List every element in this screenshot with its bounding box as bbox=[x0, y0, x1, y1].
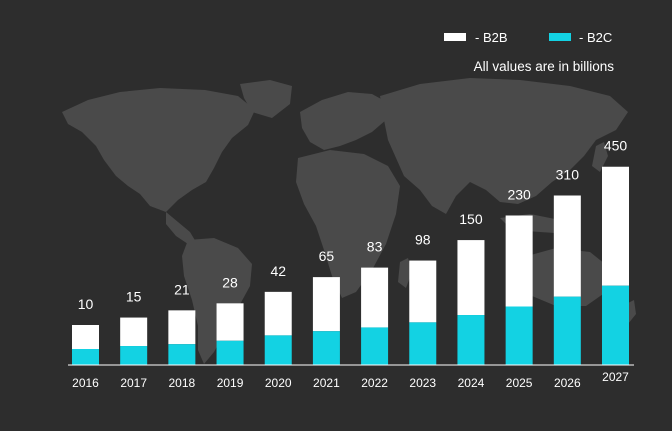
bar-b2c-2023 bbox=[409, 322, 437, 365]
units-note: All values are in billions bbox=[474, 59, 615, 74]
legend-swatch-b2b bbox=[444, 33, 466, 41]
value-label-2021: 65 bbox=[319, 248, 335, 264]
value-label-2018: 21 bbox=[174, 281, 190, 297]
bar-b2c-2018 bbox=[168, 344, 196, 365]
x-tick-label-2025: 2025 bbox=[506, 376, 533, 390]
bar-b2b-2016 bbox=[72, 325, 99, 349]
bar-b2b-2022 bbox=[361, 267, 389, 328]
africa-shape bbox=[296, 150, 400, 298]
value-labels-group: 10 15 21 28 42 65 83 98 150 230 310 450 bbox=[78, 138, 628, 312]
bar-b2b-2025 bbox=[505, 215, 533, 307]
x-tick-label-2018: 2018 bbox=[169, 376, 196, 390]
bar-b2c-2026 bbox=[553, 296, 581, 365]
bar-b2c-2025 bbox=[505, 306, 533, 365]
madagascar-shape bbox=[398, 258, 412, 288]
legend-label-b2c: - B2C bbox=[579, 30, 612, 45]
legend-label-b2b: - B2B bbox=[475, 30, 508, 45]
world-map-background bbox=[62, 78, 636, 364]
x-tick-label-2023: 2023 bbox=[409, 376, 436, 390]
bar-b2b-2019 bbox=[216, 303, 244, 341]
bar-b2c-2019 bbox=[216, 340, 244, 365]
japan-shape bbox=[592, 142, 608, 172]
south-america-shape bbox=[182, 238, 252, 364]
value-label-2026: 310 bbox=[556, 167, 580, 183]
value-label-2020: 42 bbox=[270, 263, 286, 279]
value-label-2025: 230 bbox=[507, 186, 531, 202]
bars-group bbox=[72, 166, 629, 365]
bar-b2c-2022 bbox=[361, 327, 389, 365]
bar-b2b-2021 bbox=[312, 277, 340, 332]
bar-b2c-2024 bbox=[457, 315, 485, 365]
x-tick-labels-group: 2016 2017 2018 2019 2020 2021 2022 2023 2024 2025… bbox=[72, 370, 629, 390]
x-tick-label-2024: 2024 bbox=[458, 376, 485, 390]
x-tick-label-2027: 2027 bbox=[602, 370, 629, 384]
asia-shape bbox=[380, 78, 628, 214]
central-america-shape bbox=[166, 212, 196, 244]
x-tick-label-2021: 2021 bbox=[313, 376, 340, 390]
bar-b2b-2024 bbox=[457, 240, 485, 316]
bar-b2b-2018 bbox=[168, 310, 196, 345]
value-label-2016: 10 bbox=[78, 296, 94, 312]
value-label-2022: 83 bbox=[367, 239, 383, 255]
value-label-2017: 15 bbox=[126, 289, 142, 305]
bar-b2c-2020 bbox=[264, 335, 292, 365]
bar-b2c-2016 bbox=[72, 349, 99, 365]
value-label-2027: 450 bbox=[604, 138, 628, 154]
bar-b2b-2017 bbox=[120, 317, 148, 347]
europe-shape bbox=[300, 92, 390, 150]
value-label-2019: 28 bbox=[222, 274, 238, 290]
legend-swatch-b2c bbox=[549, 33, 571, 41]
x-tick-label-2020: 2020 bbox=[265, 376, 292, 390]
bar-b2b-2020 bbox=[264, 291, 292, 336]
bar-b2c-2017 bbox=[120, 346, 148, 365]
greenland-shape bbox=[240, 80, 292, 118]
legend: - B2B - B2C bbox=[444, 30, 612, 45]
bar-b2b-2027 bbox=[602, 166, 629, 286]
bar-b2c-2021 bbox=[312, 331, 340, 365]
x-tick-label-2022: 2022 bbox=[361, 376, 388, 390]
x-tick-label-2026: 2026 bbox=[554, 376, 581, 390]
bar-b2b-2026 bbox=[553, 195, 581, 297]
value-label-2023: 98 bbox=[415, 232, 431, 248]
bar-b2c-2027 bbox=[602, 285, 629, 365]
x-tick-label-2016: 2016 bbox=[72, 376, 99, 390]
x-tick-label-2017: 2017 bbox=[120, 376, 147, 390]
bar-b2b-2023 bbox=[409, 260, 437, 323]
value-label-2024: 150 bbox=[459, 211, 483, 227]
north-america-shape bbox=[62, 88, 255, 212]
x-tick-label-2019: 2019 bbox=[217, 376, 244, 390]
